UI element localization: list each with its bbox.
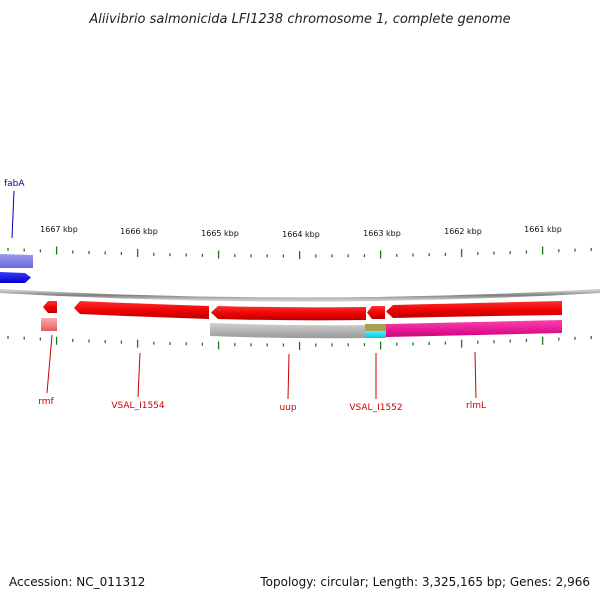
gene-labels: fabA rmf VSAL_I1554 uup VSAL_I1552 rlmL	[4, 179, 486, 413]
accession-text: Accession: NC_011312	[9, 575, 145, 589]
feature-rlmL	[386, 301, 562, 318]
track-uup-gray	[210, 323, 366, 339]
outer-tick-marks	[7, 246, 592, 259]
gene-label-vsal-i1552: VSAL_I1552	[349, 403, 402, 413]
kbp-label-1661: 1661 kbp	[524, 225, 562, 234]
leader-rmf	[46, 334, 53, 394]
genome-summary-text: Topology: circular; Length: 3,325,165 bp…	[259, 575, 590, 589]
leader-rlmL	[474, 351, 477, 399]
kbp-label-1663: 1663 kbp	[363, 229, 401, 238]
feature-uup	[211, 306, 366, 321]
feature-vsal-i1552	[367, 306, 385, 319]
kbp-label-1666: 1666 kbp	[120, 227, 158, 236]
gene-label-vsal-i1554: VSAL_I1554	[111, 401, 165, 411]
kbp-labels: 1667 kbp 1666 kbp 1665 kbp 1664 kbp 1663…	[40, 225, 562, 239]
kbp-label-1664: 1664 kbp	[282, 230, 320, 239]
leader-vsal-i1554	[137, 352, 141, 398]
gene-label-rmf: rmf	[38, 397, 54, 407]
genome-backbone	[0, 289, 600, 302]
inner-tick-marks	[7, 335, 592, 350]
gene-label-uup: uup	[279, 403, 296, 413]
kbp-label-1667: 1667 kbp	[40, 225, 78, 234]
track-rmf-pink	[41, 318, 57, 331]
track-vsal-i1552-cyan	[365, 331, 386, 338]
feature-vsal-i1554	[74, 301, 209, 319]
feature-fabA	[0, 272, 31, 283]
gene-label-rlmL: rlmL	[466, 401, 486, 411]
track-rlmL-magenta	[386, 320, 562, 337]
leader-uup	[287, 353, 290, 400]
reverse-features	[43, 301, 562, 321]
secondary-track	[41, 318, 562, 339]
kbp-label-1662: 1662 kbp	[444, 227, 482, 236]
track-vsal-i1552-olive	[365, 324, 386, 331]
gene-label-fabA: fabA	[4, 179, 25, 189]
kbp-label-1665: 1665 kbp	[201, 229, 239, 238]
map-title: Aliivibrio salmonicida LFI1238 chromosom…	[88, 12, 510, 27]
feature-rmf	[43, 301, 57, 313]
gene-leader-lines	[11, 190, 477, 400]
forward-features	[0, 254, 33, 283]
feature-fabA-light	[0, 254, 33, 268]
leader-fabA	[11, 190, 15, 239]
